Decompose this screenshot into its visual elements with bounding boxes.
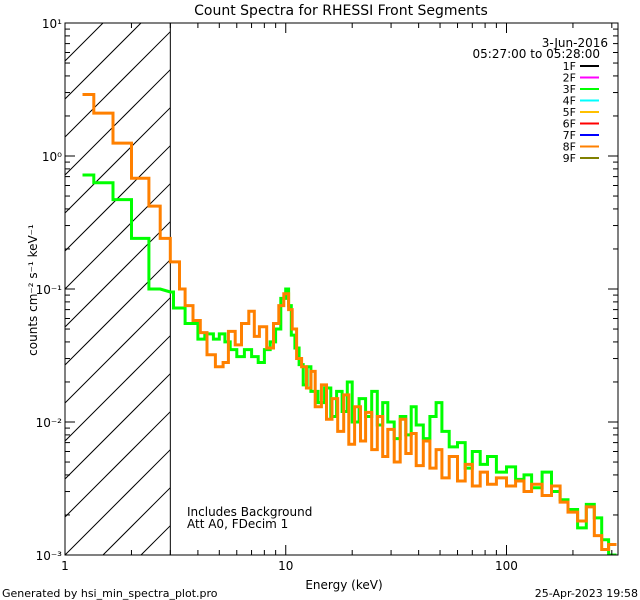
y-tick-label: 10⁰ [42,150,62,164]
legend-label-5F: 5F [563,106,576,119]
series-8F-line [82,93,617,551]
chart-title: Count Spectra for RHESSI Front Segments [194,3,488,19]
legend-label-6F: 6F [563,118,576,131]
note-background: Includes Background [187,505,312,519]
x-tick-label: 1 [61,559,69,573]
x-axis-label: Energy (keV) [305,578,382,592]
legend-label-8F: 8F [563,141,576,154]
legend-label-1F: 1F [563,60,576,73]
x-tick-label: 10 [278,559,293,573]
hatch-line [140,525,171,556]
legend-label-2F: 2F [563,72,576,85]
hatch-line [64,335,171,442]
hatch-line [64,107,171,214]
legend-label-4F: 4F [563,95,576,108]
timestamp-label: 25-Apr-2023 19:58 [535,587,638,600]
hatch-line [64,259,171,366]
time-range-label: 05:27:00 to 05:28:00 [473,47,600,61]
hatch-line [64,22,104,62]
hatch-line [64,411,171,518]
hatch-line [64,449,171,556]
hatch-line [64,297,171,404]
hatch-line [102,487,171,556]
generated-by-label: Generated by hsi_min_spectra_plot.pro [2,587,218,600]
hatch-line [64,373,171,480]
y-tick-label: 10⁻¹ [36,283,63,297]
hatch-line [64,69,171,176]
y-tick-label: 10⁻² [36,416,63,430]
note-attenuator: Att A0, FDecim 1 [187,517,288,531]
legend-label-3F: 3F [563,83,576,96]
y-tick-label: 10¹ [42,17,62,31]
hatch-line [64,31,171,138]
legend-label-7F: 7F [563,129,576,142]
y-tick-label: 10⁻³ [36,549,63,563]
hatch-line [64,221,171,328]
x-tick-label: 100 [495,559,518,573]
legend-label-9F: 9F [563,152,576,165]
date-label: 3-Jun-2016 [542,36,608,50]
y-axis-label: counts cm⁻² s⁻¹ keV⁻¹ [26,224,40,356]
hatch-line [64,22,142,100]
hatch-line [64,183,171,290]
series-3F-line [82,173,617,555]
